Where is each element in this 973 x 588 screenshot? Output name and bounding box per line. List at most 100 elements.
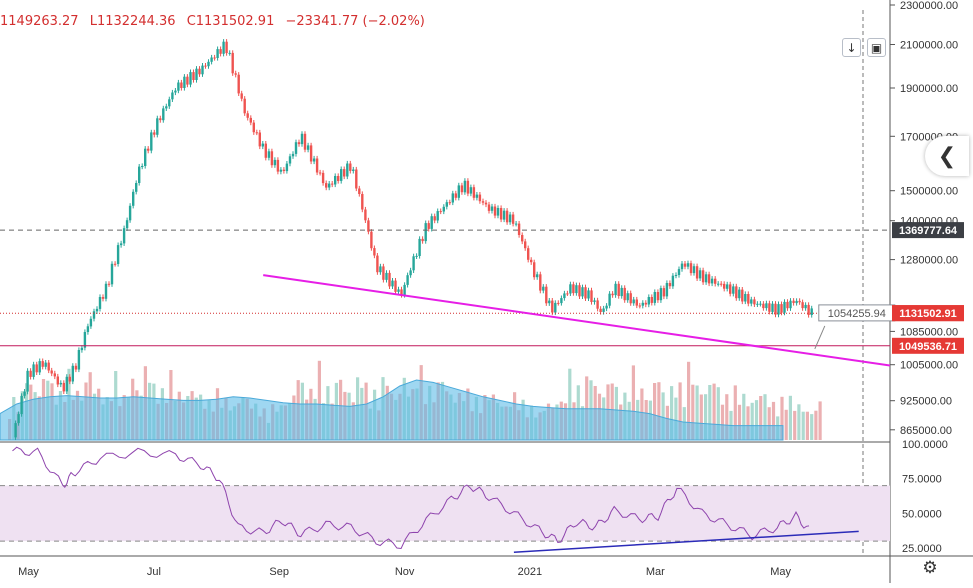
price-label: 1369777.64 xyxy=(899,225,958,237)
volume-bar xyxy=(780,396,784,440)
candle-body xyxy=(671,275,675,287)
candle-body xyxy=(756,303,759,305)
candle-body xyxy=(177,82,180,91)
candle-body xyxy=(430,216,433,229)
candle-body xyxy=(608,293,611,306)
candle-body xyxy=(141,166,144,167)
candle-body xyxy=(707,274,711,284)
collapse-panel-button[interactable]: ❮ xyxy=(925,136,969,176)
candle-body xyxy=(59,382,62,385)
candle-body xyxy=(101,297,105,299)
candle-body xyxy=(732,286,735,294)
candle-body xyxy=(469,187,473,194)
rsi-line xyxy=(12,446,810,550)
candle-body xyxy=(92,311,96,319)
volume-bar xyxy=(797,404,801,440)
candle-body xyxy=(303,133,307,150)
candle-body xyxy=(807,304,810,315)
candle-body xyxy=(533,262,536,278)
candle-body xyxy=(527,248,530,260)
candle-body xyxy=(41,361,44,367)
fullscreen-button[interactable]: ▣ xyxy=(867,38,886,57)
candle-body xyxy=(207,61,210,67)
candle-body xyxy=(502,210,506,220)
candle-body xyxy=(665,283,669,297)
candle-body xyxy=(572,284,575,294)
candle-body xyxy=(231,52,234,74)
candle-body xyxy=(656,292,660,301)
candle-body xyxy=(768,303,771,312)
candle-body xyxy=(810,308,813,315)
candle-body xyxy=(71,365,74,382)
candle-body xyxy=(35,364,38,373)
candle-body xyxy=(777,304,780,315)
candle-body xyxy=(635,299,638,306)
candle-body xyxy=(186,76,189,85)
candle-body xyxy=(321,172,325,184)
settings-button[interactable]: ⚙ xyxy=(920,558,940,578)
candle-body xyxy=(475,194,479,198)
candle-body xyxy=(340,169,343,181)
candle-body xyxy=(294,142,298,154)
volume-bar xyxy=(788,395,792,440)
candle-body xyxy=(379,266,382,273)
candle-body xyxy=(147,148,150,151)
price-tick-label: 1280000.00 xyxy=(900,255,958,267)
candle-body xyxy=(376,255,379,273)
candle-body xyxy=(771,303,774,312)
candle-body xyxy=(620,287,623,297)
candle-body xyxy=(596,300,599,309)
price-trendline[interactable] xyxy=(263,274,891,367)
gear-icon: ⚙ xyxy=(922,558,938,578)
candle-body xyxy=(291,153,295,157)
candle-body xyxy=(647,297,650,305)
candle-body xyxy=(222,41,225,54)
candle-body xyxy=(605,305,608,309)
candle-body xyxy=(695,266,699,279)
volume-bar xyxy=(725,394,729,440)
candle-body xyxy=(686,263,690,267)
volume-bar xyxy=(818,401,822,440)
candle-body xyxy=(65,376,68,392)
candle-body xyxy=(714,278,717,284)
candle-body xyxy=(750,299,753,304)
candle-body xyxy=(159,118,162,121)
candle-body xyxy=(720,283,723,285)
candle-body xyxy=(168,99,171,107)
price-label-box xyxy=(892,337,964,354)
rsi-trendline[interactable] xyxy=(513,530,859,553)
candle-body xyxy=(701,270,705,283)
candle-body xyxy=(14,423,17,438)
candle-body xyxy=(662,288,666,297)
time-tick-label: Nov xyxy=(395,566,415,578)
candle-body xyxy=(213,57,216,59)
candle-body xyxy=(306,145,310,150)
candle-body xyxy=(318,172,322,174)
rsi-tick-label: 100.0000 xyxy=(902,439,948,451)
candle-body xyxy=(391,280,394,287)
candle-body xyxy=(599,308,602,312)
candle-body xyxy=(650,297,653,303)
candle-body xyxy=(698,270,702,279)
candle-body xyxy=(312,158,316,162)
candle-body xyxy=(315,158,319,173)
candle-body xyxy=(56,376,59,385)
candle-body xyxy=(116,245,120,264)
candle-body xyxy=(623,287,626,301)
candle-body xyxy=(783,301,786,313)
volume-bar xyxy=(767,407,771,440)
candle-body xyxy=(692,266,696,274)
candle-body xyxy=(406,275,409,285)
scroll-to-realtime-button[interactable]: ↓ xyxy=(842,38,861,57)
candle-body xyxy=(89,318,93,327)
candle-body xyxy=(258,132,261,147)
candle-body xyxy=(614,283,617,296)
candle-body xyxy=(457,185,460,198)
candle-body xyxy=(484,202,488,205)
candle-body xyxy=(677,269,681,275)
candle-body xyxy=(753,299,756,305)
candle-body xyxy=(581,287,584,297)
candle-body xyxy=(26,370,29,392)
